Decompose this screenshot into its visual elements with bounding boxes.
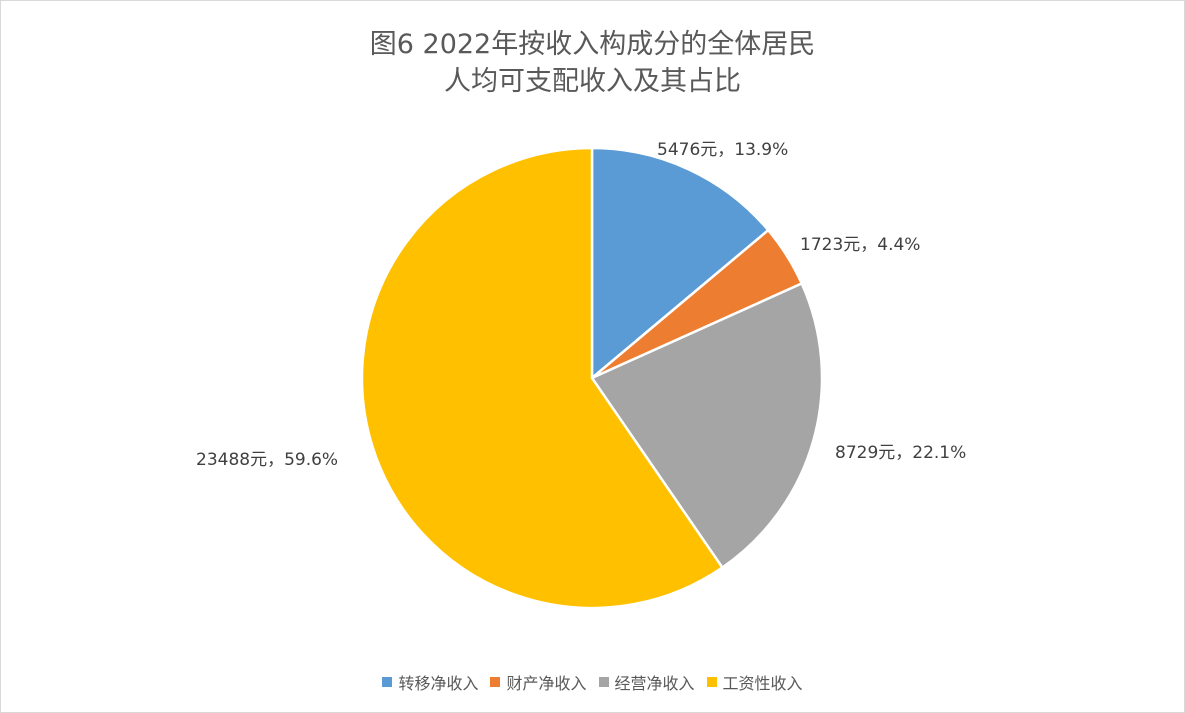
legend-swatch — [382, 677, 393, 687]
data-label-property: 1723元，4.4% — [800, 235, 921, 255]
data-label-transfer: 5476元，13.9% — [657, 140, 789, 160]
title-line-2: 人均可支配收入及其占比 — [444, 66, 741, 97]
legend-label: 经营净收入 — [614, 674, 695, 693]
legend-item-transfer: 转移净收入 — [382, 670, 478, 694]
legend-swatch — [598, 677, 609, 687]
pie-slice-0 — [590, 146, 770, 381]
data-label-wage: 23488元，59.6% — [196, 450, 339, 470]
legend-swatch — [490, 677, 501, 687]
chart-title: 图6 2022年按收入构成分的全体居民 人均可支配收入及其占比 — [0, 26, 1185, 100]
pie-slice-2 — [590, 281, 824, 570]
title-line-1: 图6 2022年按收入构成分的全体居民 — [369, 29, 816, 60]
pie-slice-3 — [360, 146, 725, 610]
data-label-business: 8729元，22.1% — [835, 443, 967, 463]
legend-label: 转移净收入 — [398, 674, 479, 693]
legend-item-wage: 工资性收入 — [706, 670, 803, 694]
legend-label: 工资性收入 — [722, 674, 803, 693]
legend: 转移净收入 财产净收入 经营净收入 工资性收入 — [0, 670, 1185, 694]
legend-label: 财产净收入 — [506, 674, 587, 693]
legend-item-property: 财产净收入 — [490, 670, 587, 694]
legend-item-business: 经营净收入 — [598, 670, 695, 694]
legend-swatch — [706, 677, 717, 687]
